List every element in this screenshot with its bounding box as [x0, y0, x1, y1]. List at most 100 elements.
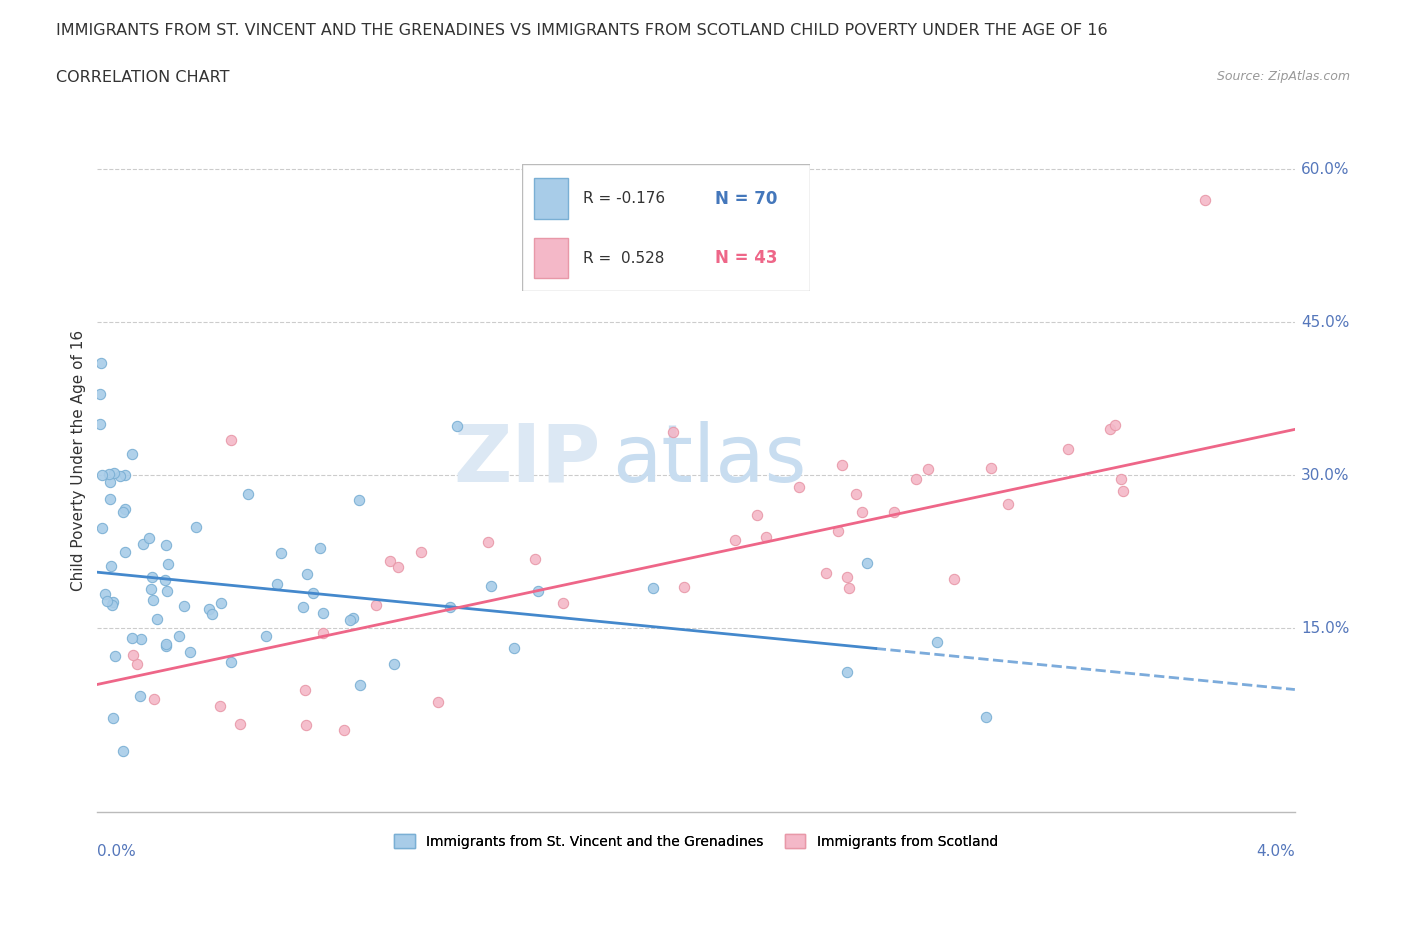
- Point: [745, 508, 768, 523]
- Point: [997, 497, 1019, 512]
- Text: atlas: atlas: [612, 421, 807, 499]
- Point: [184, 520, 207, 535]
- Point: [167, 628, 190, 643]
- Point: [179, 644, 201, 659]
- Point: [851, 504, 873, 519]
- Point: [141, 581, 163, 596]
- Point: [477, 535, 499, 550]
- Point: [209, 698, 232, 713]
- Point: [662, 424, 685, 439]
- Point: [837, 664, 859, 679]
- Point: [155, 639, 177, 654]
- Point: [141, 569, 163, 584]
- Point: [266, 577, 288, 591]
- Point: [143, 691, 166, 706]
- Point: [91, 468, 114, 483]
- Point: [787, 480, 810, 495]
- Point: [128, 688, 150, 703]
- Point: [254, 629, 277, 644]
- Point: [114, 501, 136, 516]
- Point: [856, 555, 879, 570]
- Point: [201, 606, 224, 621]
- Point: [96, 593, 118, 608]
- Point: [503, 641, 526, 656]
- Point: [114, 467, 136, 482]
- Point: [835, 570, 858, 585]
- Point: [112, 505, 135, 520]
- Point: [104, 648, 127, 663]
- Point: [446, 418, 468, 433]
- Point: [291, 600, 314, 615]
- Point: [815, 565, 838, 580]
- Point: [980, 460, 1002, 475]
- Point: [1109, 472, 1132, 486]
- Point: [142, 592, 165, 607]
- Point: [228, 717, 250, 732]
- Point: [236, 486, 259, 501]
- Point: [439, 600, 461, 615]
- Point: [339, 613, 361, 628]
- Point: [101, 597, 124, 612]
- Point: [121, 631, 143, 645]
- Text: ZIP: ZIP: [453, 421, 600, 499]
- Point: [156, 583, 179, 598]
- Point: [883, 504, 905, 519]
- Point: [98, 491, 121, 506]
- Point: [479, 578, 502, 593]
- Point: [209, 595, 232, 610]
- Text: 0.0%: 0.0%: [97, 844, 136, 858]
- Point: [917, 461, 939, 476]
- Point: [145, 612, 167, 627]
- Legend: Immigrants from St. Vincent and the Grenadines, Immigrants from Scotland: Immigrants from St. Vincent and the Gren…: [389, 829, 1004, 855]
- Point: [219, 432, 242, 447]
- Point: [845, 486, 868, 501]
- Point: [1194, 193, 1216, 207]
- Point: [132, 537, 155, 551]
- Point: [427, 695, 450, 710]
- Text: 30.0%: 30.0%: [1301, 468, 1350, 483]
- Point: [943, 572, 966, 587]
- Y-axis label: Child Poverty Under the Age of 16: Child Poverty Under the Age of 16: [72, 329, 86, 591]
- Point: [155, 538, 177, 552]
- Point: [332, 723, 354, 737]
- Point: [270, 545, 292, 560]
- Point: [1057, 442, 1080, 457]
- Point: [155, 637, 177, 652]
- Point: [153, 573, 176, 588]
- Point: [89, 386, 111, 401]
- Point: [89, 417, 111, 432]
- Text: 45.0%: 45.0%: [1301, 314, 1350, 330]
- Point: [755, 530, 778, 545]
- Point: [527, 584, 550, 599]
- Text: 15.0%: 15.0%: [1301, 621, 1350, 636]
- Point: [1104, 418, 1126, 432]
- Point: [523, 551, 546, 566]
- Point: [309, 540, 332, 555]
- Point: [97, 467, 120, 482]
- Point: [673, 579, 696, 594]
- Point: [974, 709, 997, 724]
- Text: IMMIGRANTS FROM ST. VINCENT AND THE GRENADINES VS IMMIGRANTS FROM SCOTLAND CHILD: IMMIGRANTS FROM ST. VINCENT AND THE GREN…: [56, 23, 1108, 38]
- Point: [101, 594, 124, 609]
- Text: 60.0%: 60.0%: [1301, 162, 1350, 177]
- Point: [295, 718, 318, 733]
- Point: [382, 658, 405, 672]
- Point: [925, 634, 948, 649]
- Point: [551, 595, 574, 610]
- Text: CORRELATION CHART: CORRELATION CHART: [56, 70, 229, 85]
- Point: [129, 631, 152, 646]
- Point: [90, 355, 112, 370]
- Text: 4.0%: 4.0%: [1256, 844, 1295, 858]
- Point: [387, 560, 409, 575]
- Point: [157, 556, 180, 571]
- Point: [297, 567, 319, 582]
- Point: [219, 655, 242, 670]
- Point: [100, 559, 122, 574]
- Point: [173, 599, 195, 614]
- Point: [112, 743, 135, 758]
- Point: [1098, 421, 1121, 436]
- Point: [101, 711, 124, 725]
- Point: [122, 648, 145, 663]
- Point: [643, 581, 665, 596]
- Point: [347, 492, 370, 507]
